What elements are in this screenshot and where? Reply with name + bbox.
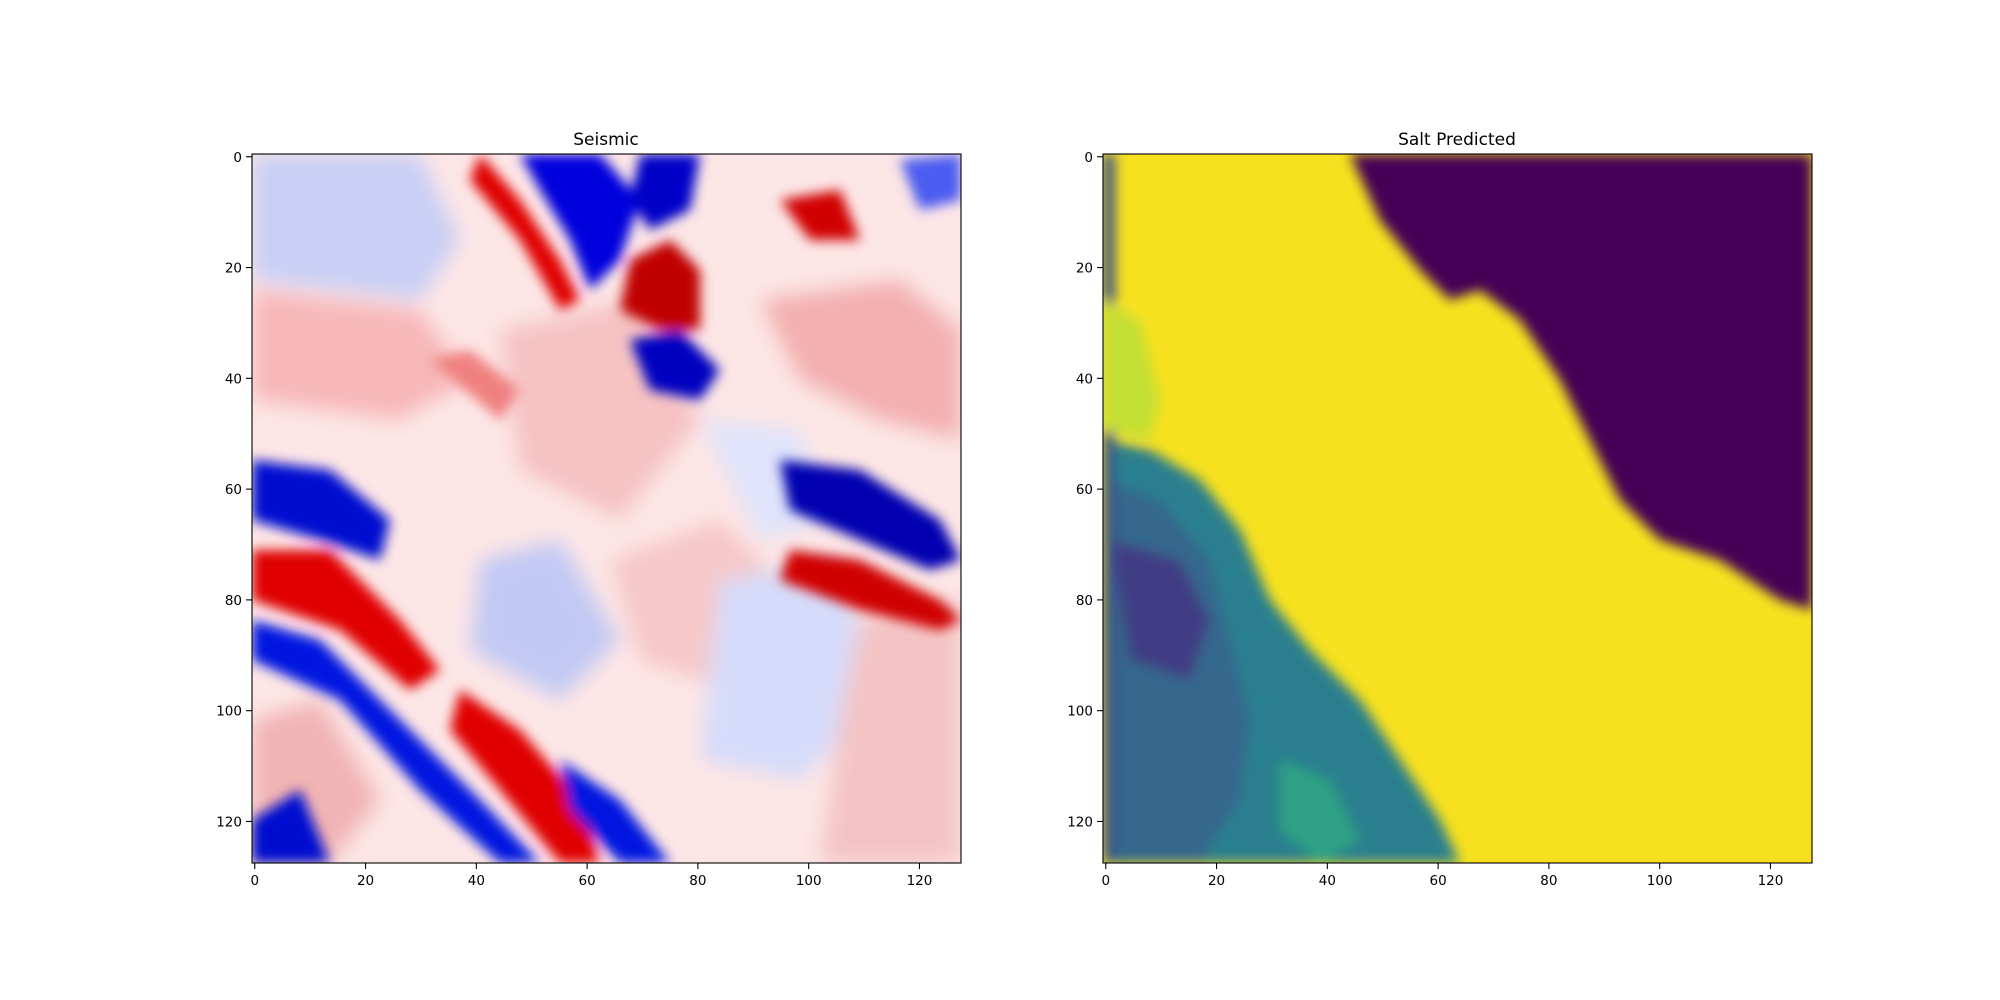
seismic-reflector: [630, 154, 700, 230]
salt-x-tick-label: 40: [1319, 873, 1336, 889]
seismic-reflector: [780, 460, 961, 570]
seismic-x-tick-label: 40: [468, 873, 485, 889]
seismic-reflector: [620, 240, 700, 330]
seismic-x-tick-label: 0: [250, 873, 259, 889]
seismic-x-axis: 0 20 40 60 80 100 120: [250, 863, 932, 889]
seismic-reflector: [560, 760, 670, 863]
seismic-y-tick-label: 100: [216, 704, 242, 720]
seismic-reflector: [252, 460, 390, 560]
seismic-y-tick-label: 0: [233, 150, 242, 166]
seismic-y-axis: 0 20 40 60 80 100 120: [216, 150, 252, 830]
seismic-reflector: [780, 550, 961, 630]
seismic-reflector: [252, 620, 540, 863]
seismic-title: Seismic: [573, 130, 638, 150]
seismic-patch: [760, 280, 961, 440]
seismic-y-tick-label: 120: [216, 814, 242, 830]
salt-y-tick-label: 0: [1084, 150, 1093, 166]
salt-y-tick-label: 100: [1067, 704, 1093, 720]
seismic-reflector: [780, 190, 860, 240]
seismic-reflector: [450, 690, 600, 863]
salt-y-tick-label: 120: [1067, 814, 1093, 830]
salt-uncertain-region: [1110, 540, 1210, 680]
salt-absent-region: [1350, 154, 1812, 610]
seismic-y-tick-label: 80: [225, 593, 242, 609]
seismic-reflector: [430, 350, 520, 420]
seismic-x-tick-label: 20: [357, 873, 374, 889]
salt-y-tick-label: 60: [1076, 482, 1093, 498]
seismic-patch: [700, 560, 880, 780]
salt-axes-frame: [1102, 153, 1813, 864]
salt-edge: [1103, 300, 1160, 440]
salt-x-tick-label: 100: [1647, 873, 1673, 889]
salt-heatmap: [1103, 154, 1812, 863]
seismic-heatmap: [252, 154, 961, 863]
salt-x-tick-label: 60: [1430, 873, 1447, 889]
seismic-reflector: [470, 154, 580, 310]
salt-uncertain-region: [1280, 760, 1360, 863]
seismic-panel: Seismic: [216, 130, 962, 889]
salt-y-tick-label: 40: [1076, 371, 1093, 387]
salt-x-tick-label: 20: [1208, 873, 1225, 889]
seismic-patch: [820, 600, 961, 863]
seismic-y-tick-label: 20: [225, 261, 242, 277]
salt-x-tick-label: 120: [1758, 873, 1784, 889]
salt-x-tick-label: 80: [1540, 873, 1557, 889]
seismic-patch: [252, 154, 460, 300]
seismic-reflector: [520, 154, 640, 290]
salt-panel: Salt Predicted 0 20 40 60 80 100 120 0 20 40 60 80…: [1067, 130, 1813, 889]
salt-title: Salt Predicted: [1398, 130, 1516, 150]
seismic-reflector: [900, 154, 961, 210]
salt-edge: [1798, 620, 1812, 863]
seismic-reflector: [252, 550, 440, 690]
salt-y-tick-label: 20: [1076, 261, 1093, 277]
seismic-x-tick-label: 60: [579, 873, 596, 889]
seismic-x-tick-label: 120: [907, 873, 933, 889]
salt-x-axis: 0 20 40 60 80 100 120: [1101, 863, 1783, 889]
seismic-y-tick-label: 40: [225, 371, 242, 387]
seismic-reflector: [630, 330, 720, 400]
seismic-patch: [470, 540, 620, 700]
salt-edge: [1103, 154, 1115, 863]
salt-y-axis: 0 20 40 60 80 100 120: [1067, 150, 1103, 830]
seismic-reflector: [252, 790, 330, 863]
salt-y-tick-label: 80: [1076, 593, 1093, 609]
seismic-patch: [252, 290, 470, 420]
salt-x-tick-label: 0: [1101, 873, 1110, 889]
seismic-x-tick-label: 80: [689, 873, 706, 889]
seismic-axes-frame: [251, 153, 962, 864]
seismic-y-tick-label: 60: [225, 482, 242, 498]
seismic-x-tick-label: 100: [796, 873, 822, 889]
